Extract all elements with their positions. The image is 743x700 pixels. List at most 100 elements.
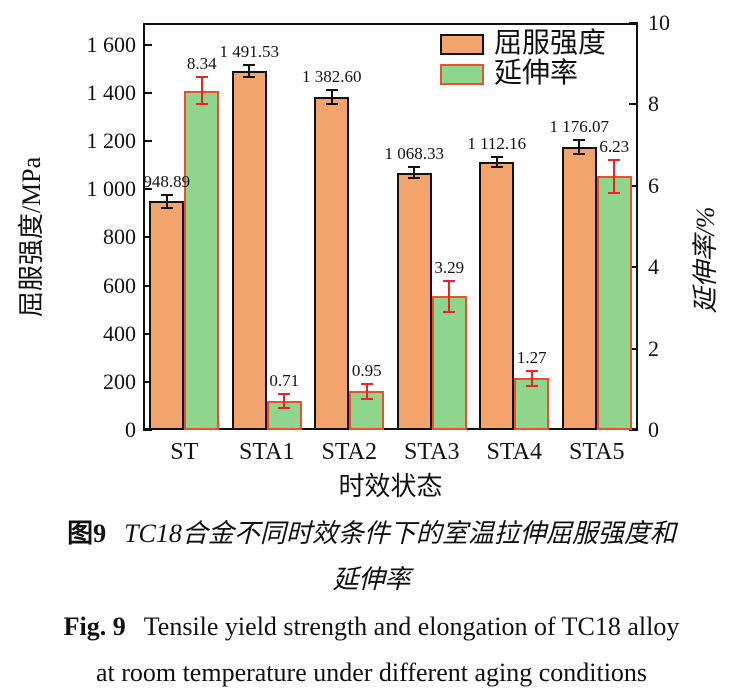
error-bar-cap-top — [243, 64, 256, 67]
value-label-STA1: 1 491.53 — [219, 42, 280, 62]
legend-label-elongation: 延伸率 — [494, 58, 579, 89]
left-axis-tick — [143, 91, 152, 94]
left-axis-tick — [143, 284, 152, 287]
value-label-STA4: 1.27 — [516, 347, 547, 367]
error-bar-cap-bottom — [525, 384, 538, 387]
left-axis-title: 屈服强度/MPa — [17, 156, 46, 318]
value-label-STA2: 1 382.60 — [302, 67, 362, 87]
error-bar-cap-top — [443, 279, 456, 282]
right-axis-tick — [629, 103, 638, 106]
error-bar-cap-top — [608, 159, 621, 162]
x-axis-title: 时效状态 — [338, 472, 443, 501]
value-label-STA2: 0.95 — [351, 361, 382, 380]
bar-elongation-ST — [184, 90, 220, 430]
bar-elongation-STA5 — [596, 176, 632, 430]
legend-item-yield-strength: 屈服强度 — [440, 29, 606, 59]
left-axis-tick-label: 0 — [125, 417, 136, 442]
bar-elongation-STA2 — [349, 391, 385, 430]
bar-yield-STA1 — [231, 70, 267, 430]
right-axis-tick — [629, 22, 638, 24]
value-label-STA4: 1 112.16 — [467, 134, 527, 154]
error-bar-line — [200, 77, 203, 104]
legend-label-yield-strength: 屈服强度 — [494, 28, 607, 59]
yield-strength-swatch — [440, 33, 484, 55]
bar-elongation-STA3 — [431, 296, 467, 430]
left-axis-tick — [143, 380, 152, 383]
caption-english-line1: Fig. 9 Tensile yield strength and elongat… — [0, 611, 743, 643]
value-label-STA5: 1 176.07 — [549, 117, 610, 137]
error-bar-line — [248, 65, 251, 77]
left-axis-tick — [143, 429, 152, 431]
value-label-STA3: 1 068.33 — [384, 144, 445, 164]
error-bar-cap-top — [573, 139, 586, 142]
bar-yield-ST — [149, 201, 185, 430]
error-bar-cap-bottom — [443, 310, 456, 313]
left-axis-tick-label: 1 200 — [86, 128, 137, 153]
error-bar-cap-top — [408, 166, 421, 169]
x-tick-label-ST: ST — [170, 439, 199, 465]
left-axis-tick — [143, 140, 152, 142]
error-bar-cap-top — [160, 194, 173, 197]
bar-yield-STA4 — [479, 162, 515, 430]
left-axis-tick-label: 1 600 — [86, 31, 137, 57]
caption-chinese-line2: 延伸率 — [332, 565, 411, 594]
right-axis-title: 延伸率/% — [691, 206, 720, 314]
error-bar-cap-top — [490, 156, 503, 159]
error-bar-line — [283, 393, 286, 409]
error-bar-cap-bottom — [573, 152, 586, 155]
x-tick-label-STA4: STA4 — [486, 439, 542, 465]
x-tick-label-STA2: STA2 — [321, 439, 377, 465]
error-bar-cap-bottom — [195, 102, 208, 105]
caption-english-line2: at room temperature under different agin… — [95, 658, 648, 687]
plot-frame — [143, 23, 638, 430]
error-bar-cap-top — [195, 76, 208, 79]
error-bar-cap-bottom — [360, 397, 373, 400]
bar-yield-STA5 — [561, 146, 597, 430]
error-bar-cap-bottom — [408, 177, 421, 179]
legend: 屈服强度 延伸率 — [440, 29, 606, 89]
error-bar-cap-bottom — [608, 191, 621, 194]
error-bar-line — [165, 195, 168, 208]
left-axis-tick-label: 800 — [103, 224, 136, 250]
left-axis-tick-label: 1 400 — [86, 79, 137, 105]
right-axis-tick-label: 10 — [648, 10, 670, 35]
error-bar-line — [365, 384, 368, 399]
right-axis-tick-label: 0 — [648, 417, 659, 442]
caption-chinese-text: TC18合金不同时效条件下的室温拉伸屈服强度和 — [124, 519, 676, 548]
error-bar-cap-bottom — [278, 407, 291, 410]
error-bar-cap-bottom — [325, 102, 338, 105]
right-axis-tick — [629, 347, 638, 350]
right-axis-tick-label: 8 — [648, 91, 659, 117]
error-bar-cap-top — [525, 369, 538, 372]
legend-item-elongation: 延伸率 — [440, 59, 606, 89]
x-tick-label-STA5: STA5 — [569, 439, 625, 465]
error-bar-cap-top — [325, 89, 338, 92]
right-axis-tick-label: 2 — [648, 335, 659, 361]
left-axis-tick — [143, 188, 152, 191]
error-bar-line — [530, 370, 533, 386]
right-axis-tick — [629, 429, 638, 431]
caption-chinese-figure-label: 图9 — [67, 519, 107, 548]
left-axis-tick-label: 1 000 — [86, 176, 137, 202]
left-axis-tick — [143, 332, 152, 335]
error-bar-cap-bottom — [160, 206, 173, 209]
x-tick-label-STA3: STA3 — [404, 439, 460, 465]
bar-yield-STA3 — [396, 172, 432, 430]
left-axis-tick-label: 200 — [103, 368, 136, 394]
value-label-STA5: 6.23 — [599, 137, 630, 157]
value-label-ST: 948.89 — [143, 172, 191, 192]
left-axis-tick — [143, 236, 152, 239]
caption-english-text: Tensile yield strength and elongation of… — [143, 612, 680, 641]
bar-yield-STA2 — [314, 97, 350, 430]
error-bar-cap-bottom — [243, 75, 256, 78]
error-bar-line — [330, 90, 333, 104]
x-tick-label-STA1: STA1 — [239, 439, 295, 465]
error-bar-line — [495, 157, 498, 167]
left-axis-tick — [143, 43, 152, 46]
value-label-STA1: 0.71 — [269, 370, 300, 390]
left-axis-tick-label: 400 — [103, 320, 136, 346]
caption-english-figure-label: Fig. 9 — [63, 612, 126, 641]
error-bar-line — [413, 167, 416, 178]
error-bar-line — [578, 140, 581, 154]
